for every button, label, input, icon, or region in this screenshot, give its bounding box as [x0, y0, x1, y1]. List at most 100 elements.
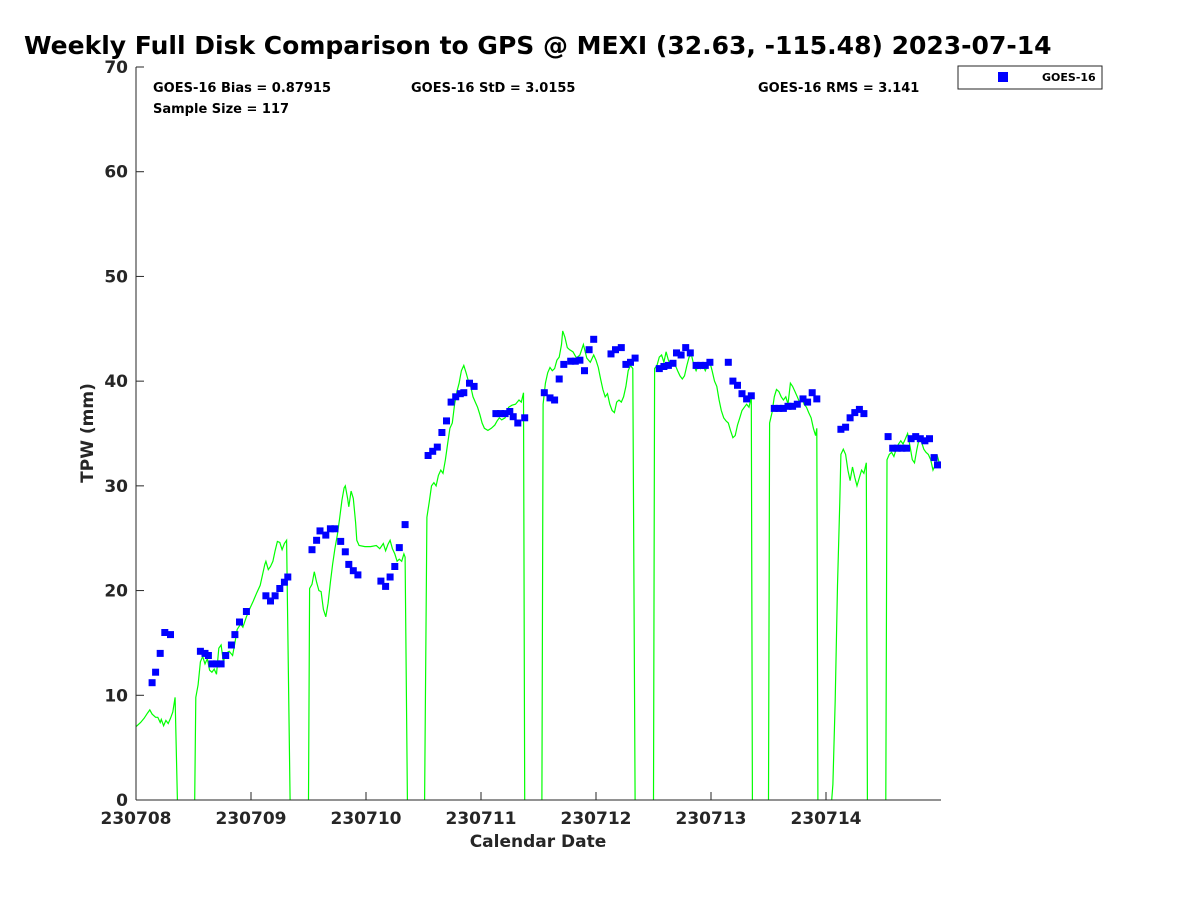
y-tick-label: 50 [104, 267, 128, 287]
goes16-point [231, 631, 239, 639]
gps-line-segment [307, 484, 408, 800]
x-tick-label: 230708 [101, 809, 172, 829]
gps-line-segment [885, 431, 941, 800]
std-stat: GOES-16 StD = 3.0155 [411, 81, 575, 96]
goes16-point [884, 433, 892, 441]
goes16-point [837, 425, 845, 433]
x-tick-label: 230712 [561, 809, 632, 829]
goes16-point [898, 444, 906, 452]
goes16-point [433, 443, 441, 451]
goes16-point [521, 414, 529, 422]
goes16-point [280, 578, 288, 586]
goes16-point [514, 419, 522, 427]
x-tick-label: 230714 [791, 809, 862, 829]
goes16-point [313, 536, 321, 544]
goes16-point [912, 433, 920, 441]
goes16-point [747, 392, 755, 400]
goes16-point [567, 357, 575, 365]
goes16-point [860, 410, 868, 418]
goes16-point [855, 405, 863, 413]
goes16-point [701, 361, 709, 369]
goes16-point [930, 454, 938, 462]
y-axis-label: TPW (mm) [78, 383, 98, 483]
goes16-point [156, 649, 164, 657]
goes16-point [581, 367, 588, 375]
x-axis-label: Calendar Date [470, 832, 607, 852]
goes16-point [227, 641, 235, 649]
goes16-point [204, 652, 212, 659]
goes16-point [354, 571, 362, 579]
goes16-point [842, 423, 850, 431]
goes16-point [692, 361, 700, 369]
legend-box [957, 65, 1103, 90]
goes16-point [585, 346, 593, 354]
goes16-point [267, 597, 274, 605]
goes16-point [889, 444, 897, 452]
y-tick-label: 20 [104, 582, 128, 602]
goes16-point [743, 395, 751, 403]
goes16-point [789, 402, 797, 410]
goes16-point [793, 400, 801, 408]
goes16-point [799, 395, 807, 403]
goes16-point [506, 408, 514, 415]
goes16-point [738, 390, 746, 398]
goes16-point [382, 582, 390, 590]
goes16-point [631, 354, 639, 362]
goes16-point [934, 461, 941, 469]
goes16-point [775, 404, 783, 412]
goes16-point [682, 344, 690, 352]
gps-line-segment [541, 330, 636, 800]
goes16-point [213, 660, 220, 668]
goes16-point [546, 394, 554, 402]
goes16-point [501, 410, 509, 418]
goes16-point [551, 396, 559, 404]
goes16-point [590, 335, 598, 343]
bias-stat: GOES-16 Bias = 0.87915 [153, 81, 331, 96]
x-tick-label: 230711 [446, 809, 517, 829]
goes16-point [316, 527, 324, 535]
goes16-points-layer [148, 335, 941, 687]
gps-line-segment [652, 351, 754, 800]
goes16-point [452, 393, 460, 401]
goes16-point [540, 389, 548, 397]
goes16-point [308, 546, 316, 554]
goes16-point [148, 679, 156, 687]
goes16-point [208, 660, 216, 668]
y-tick-label: 40 [104, 372, 128, 392]
goes16-point [443, 417, 450, 425]
goes16-point [460, 389, 468, 397]
goes16-point [349, 567, 357, 575]
goes16-point [729, 377, 737, 385]
goes16-point [664, 361, 672, 369]
goes16-point [669, 359, 677, 367]
goes16-point [196, 647, 204, 655]
goes16-point [627, 358, 634, 366]
goes16-point [893, 444, 901, 452]
y-ticks: 0 10 20 30 40 50 60 70 [104, 58, 144, 811]
goes16-point [217, 660, 225, 668]
goes16-point [576, 356, 584, 364]
goes16-point [686, 349, 694, 357]
goes16-point [813, 395, 821, 403]
goes16-point [386, 573, 394, 581]
goes16-point [916, 435, 924, 443]
goes16-point [331, 525, 339, 533]
gps-line-segment [767, 381, 819, 800]
rms-stat: GOES-16 RMS = 3.141 [758, 81, 919, 96]
goes16-point [808, 389, 816, 397]
goes16-point [161, 629, 169, 636]
x-tick-label: 230709 [216, 809, 287, 829]
x-tick-label: 230713 [676, 809, 747, 829]
goes16-point [673, 349, 680, 357]
goes16-point [607, 350, 615, 358]
goes16-point [341, 548, 349, 556]
goes16-point [470, 382, 478, 390]
goes16-point [617, 344, 625, 352]
gps-line-segment [831, 447, 869, 800]
goes16-point [846, 414, 854, 422]
goes16-point [571, 357, 579, 365]
legend-entry-goes16: GOES-16 [1042, 71, 1096, 84]
goes16-point [697, 361, 705, 369]
goes16-point [555, 375, 563, 383]
